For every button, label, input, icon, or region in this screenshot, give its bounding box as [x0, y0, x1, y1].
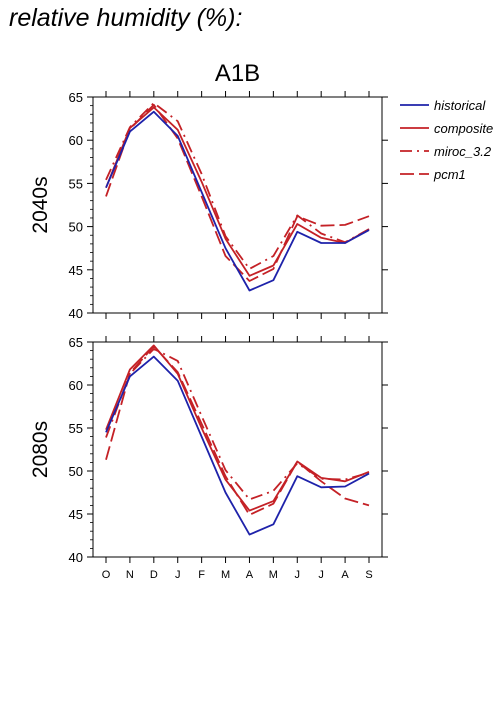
x-tick-label: J: [175, 569, 181, 581]
y-tick-label: 60: [69, 378, 83, 393]
panel-title: A1B: [215, 60, 260, 87]
legend-item-label: pcm1: [433, 167, 466, 182]
y-tick-label: 55: [69, 421, 83, 436]
y-axis-label: 2040s: [29, 176, 52, 233]
series-line-pcm1: [105, 103, 370, 282]
plot-frame: [92, 341, 383, 558]
x-tick-label: J: [295, 569, 301, 581]
y-tick-label: 55: [69, 176, 83, 191]
y-tick-label: 45: [69, 263, 83, 278]
x-tick-label: M: [269, 569, 278, 581]
series-line-composite: [105, 106, 370, 277]
y-tick-label: 60: [69, 133, 83, 148]
chart-panel-2080s: 40 45 50 55 60 65 O N D J F M A M J J A S 2080s: [29, 335, 388, 581]
y-tick-label: 50: [69, 220, 83, 235]
plot-frame: [92, 96, 383, 314]
series-line-historical: [105, 110, 370, 292]
y-tick-label: 50: [69, 464, 83, 479]
y-tick-label: 40: [69, 306, 83, 321]
x-tick-label: O: [102, 569, 111, 581]
x-tick-label: F: [198, 569, 205, 581]
y-tick-label: 65: [69, 90, 83, 105]
x-tick-label: D: [150, 569, 158, 581]
series-line-miroc-3-2: [105, 347, 370, 501]
y-tick-label: 45: [69, 507, 83, 522]
series-line-miroc-3-2: [105, 102, 370, 270]
series-line-historical: [105, 355, 370, 536]
x-tick-label: J: [318, 569, 324, 581]
legend-item-label: miroc_3.2: [434, 144, 492, 159]
legend: historical composite miroc_3.2 pcm1: [400, 98, 493, 182]
y-tick-label: 65: [69, 335, 83, 350]
x-tick-label: N: [126, 569, 134, 581]
x-tick-label: S: [365, 569, 372, 581]
x-tick-label: A: [246, 569, 254, 581]
figure-title: relative humidity (%):: [9, 4, 243, 32]
y-tick-label: 40: [69, 550, 83, 565]
x-tick-label: M: [221, 569, 230, 581]
series-line-pcm1: [105, 345, 370, 516]
legend-item-label: historical: [434, 98, 486, 113]
chart-panel-2040s: 40 45 50 55 60 65 A1B 2040s: [29, 60, 388, 321]
y-axis-label: 2080s: [29, 421, 52, 478]
legend-item-label: composite: [434, 121, 493, 136]
x-tick-label: A: [341, 569, 349, 581]
